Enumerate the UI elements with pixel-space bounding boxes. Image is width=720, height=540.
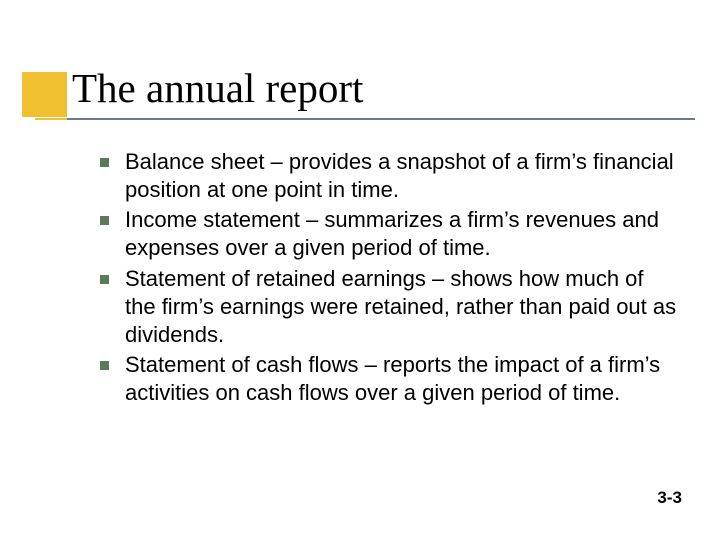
list-item: Balance sheet – provides a snapshot of a… <box>100 148 680 204</box>
bullet-text: Statement of cash flows – reports the im… <box>125 351 680 407</box>
bullet-icon <box>100 216 109 225</box>
title-accent-line <box>35 118 67 120</box>
bullet-icon <box>100 361 109 370</box>
bullet-icon <box>100 275 109 284</box>
slide-title: The annual report <box>72 64 363 112</box>
title-accent-block <box>22 72 67 117</box>
bullet-icon <box>100 158 109 167</box>
list-item: Statement of retained earnings – shows h… <box>100 265 680 349</box>
bullet-list: Balance sheet – provides a snapshot of a… <box>100 148 680 409</box>
list-item: Income statement – summarizes a firm’s r… <box>100 206 680 262</box>
bullet-text: Balance sheet – provides a snapshot of a… <box>125 148 680 204</box>
title-underline <box>35 118 695 120</box>
bullet-text: Income statement – summarizes a firm’s r… <box>125 206 680 262</box>
page-number: 3-3 <box>657 488 682 508</box>
list-item: Statement of cash flows – reports the im… <box>100 351 680 407</box>
bullet-text: Statement of retained earnings – shows h… <box>125 265 680 349</box>
